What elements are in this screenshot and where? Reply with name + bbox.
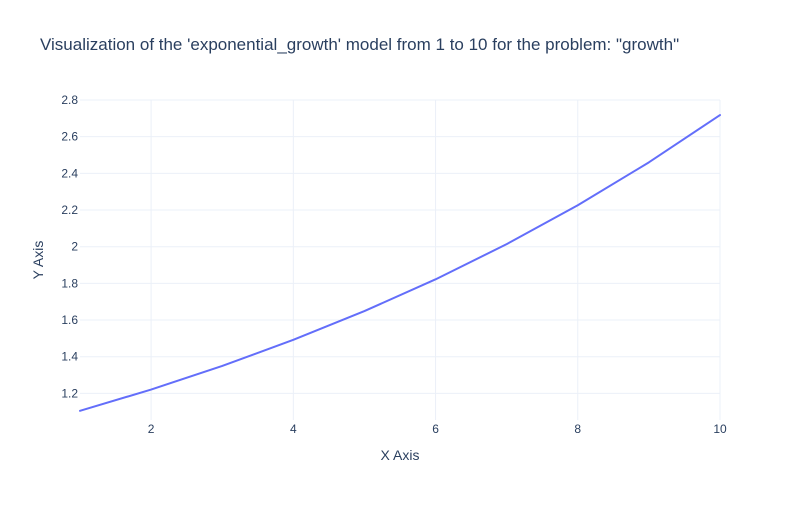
x-tick-label: 8 (574, 422, 581, 436)
y-tick-label: 2.8 (61, 93, 78, 107)
series-line (79, 114, 721, 412)
y-tick-label: 2.4 (61, 166, 78, 180)
chart-title: Visualization of the 'exponential_growth… (40, 35, 680, 54)
y-tick-label: 2 (71, 240, 78, 254)
x-tick-label: 4 (290, 422, 297, 436)
x-tick-label: 2 (148, 422, 155, 436)
tick-labels: 2 4 6 8 10 1.2 1.4 1.6 1.8 2 2.2 2.4 2.6 2.8 (61, 93, 727, 436)
y-tick-label: 2.6 (61, 130, 78, 144)
y-axis-title: Y Axis (30, 241, 46, 280)
series-lines (79, 114, 721, 412)
y-tick-label: 1.4 (61, 350, 78, 364)
y-tick-label: 1.6 (61, 313, 78, 327)
y-tick-label: 2.2 (61, 203, 78, 217)
x-tick-label: 10 (713, 422, 727, 436)
x-axis-title: X Axis (381, 447, 420, 463)
x-tick-label: 6 (432, 422, 439, 436)
grid-lines (80, 99, 721, 420)
y-tick-label: 1.2 (61, 386, 78, 400)
y-tick-label: 1.8 (61, 276, 78, 290)
